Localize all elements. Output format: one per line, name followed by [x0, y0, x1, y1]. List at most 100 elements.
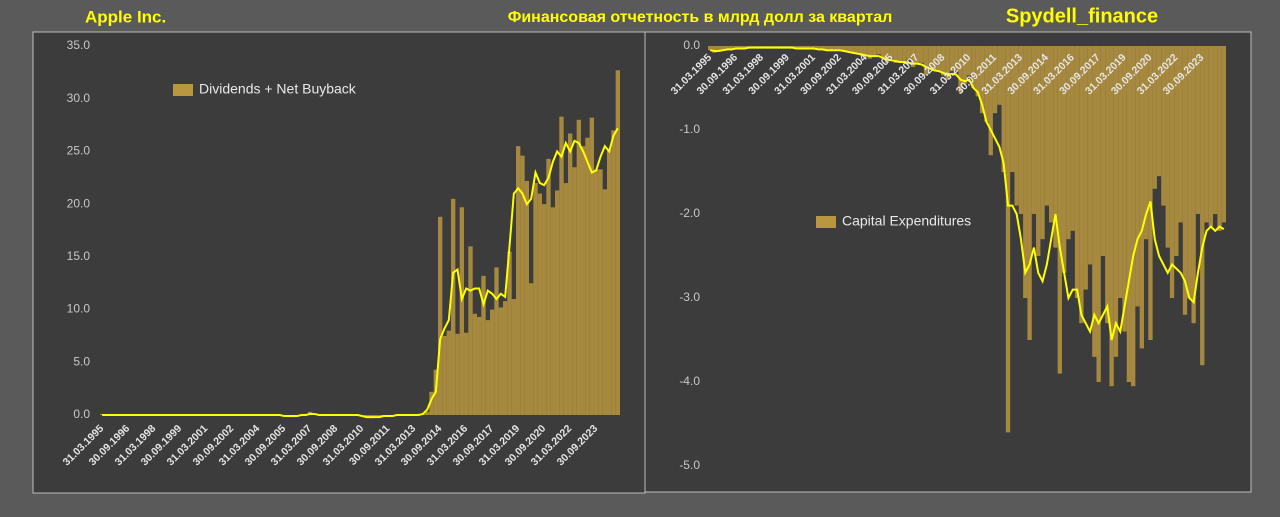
bar	[1118, 46, 1123, 298]
bar	[607, 149, 612, 415]
bar	[477, 316, 482, 415]
bar	[941, 46, 946, 76]
bar	[1126, 46, 1132, 382]
bar	[880, 46, 885, 59]
bar	[485, 320, 490, 415]
bar	[850, 46, 855, 53]
bar	[889, 46, 894, 59]
bar	[712, 46, 717, 53]
bar	[1061, 46, 1067, 273]
source: Spydell_finance	[1006, 5, 1158, 27]
bar	[867, 46, 873, 59]
y-tick-label: 10.0	[67, 302, 91, 316]
bar	[854, 46, 860, 54]
bar	[1217, 46, 1222, 231]
bar	[1023, 46, 1028, 298]
bar	[716, 46, 721, 52]
y-tick-label: 30.0	[67, 91, 91, 105]
bar	[859, 46, 864, 55]
bar	[1161, 46, 1166, 206]
bar	[1092, 46, 1097, 357]
bar	[524, 180, 529, 415]
bar	[1018, 46, 1024, 214]
bar	[100, 413, 105, 415]
bar	[725, 46, 730, 50]
bar	[915, 46, 920, 63]
bar	[576, 119, 581, 416]
bar	[373, 415, 378, 418]
bar	[498, 307, 503, 415]
bar	[798, 46, 803, 49]
bar	[1079, 46, 1084, 324]
bar	[615, 70, 620, 416]
bar	[863, 46, 868, 55]
bar	[949, 46, 955, 72]
bar	[846, 46, 851, 52]
legend-swatch	[173, 84, 193, 96]
bar	[520, 155, 525, 415]
y-tick-label: 0.0	[683, 38, 700, 52]
bar	[733, 46, 739, 49]
y-tick-label: 0.0	[73, 407, 90, 421]
bar	[820, 46, 825, 51]
bar	[611, 130, 616, 416]
bar	[602, 189, 607, 415]
bar	[979, 46, 985, 114]
bar	[546, 158, 551, 415]
bar	[897, 46, 903, 62]
bar	[971, 46, 976, 88]
bar	[742, 46, 747, 49]
legend-swatch	[816, 216, 836, 228]
bar	[984, 46, 989, 122]
bar	[1122, 46, 1127, 332]
bar	[906, 46, 911, 59]
bar	[841, 46, 847, 52]
bar	[738, 46, 743, 48]
bar	[451, 198, 456, 415]
bar	[481, 275, 486, 415]
trend-line	[102, 127, 619, 419]
bar	[589, 117, 594, 415]
bar	[537, 193, 542, 415]
bar	[1113, 46, 1119, 357]
bar	[1096, 46, 1101, 382]
bar	[581, 146, 586, 415]
bar	[1087, 46, 1093, 265]
bar	[811, 46, 816, 49]
bar	[377, 415, 382, 418]
bar	[1001, 46, 1006, 172]
bar	[708, 46, 713, 51]
bar	[824, 46, 829, 51]
bar	[962, 46, 967, 84]
bar	[1105, 46, 1110, 324]
bar	[1053, 46, 1058, 248]
bar	[1204, 46, 1209, 223]
bar	[833, 46, 838, 50]
bar	[975, 46, 980, 97]
bar	[884, 46, 890, 63]
bar	[572, 167, 577, 415]
y-tick-label: -5.0	[679, 458, 700, 472]
bar	[516, 146, 521, 415]
bar	[1027, 46, 1032, 340]
y-tick-label: -4.0	[679, 374, 700, 388]
bar	[1178, 46, 1183, 223]
bar	[1057, 46, 1062, 374]
bar	[1143, 46, 1149, 240]
bar	[490, 309, 495, 415]
y-tick-label: -1.0	[679, 122, 700, 136]
bar	[563, 183, 568, 415]
bar	[902, 46, 907, 63]
bar	[1049, 46, 1054, 223]
bar	[1131, 46, 1136, 387]
bar	[468, 246, 473, 415]
bar	[1174, 46, 1179, 256]
bar	[872, 46, 877, 57]
bar	[472, 313, 477, 415]
bar	[992, 46, 998, 114]
bar	[507, 251, 512, 415]
bar	[503, 301, 508, 415]
bar	[594, 169, 599, 415]
y-tick-label: 5.0	[73, 354, 90, 368]
